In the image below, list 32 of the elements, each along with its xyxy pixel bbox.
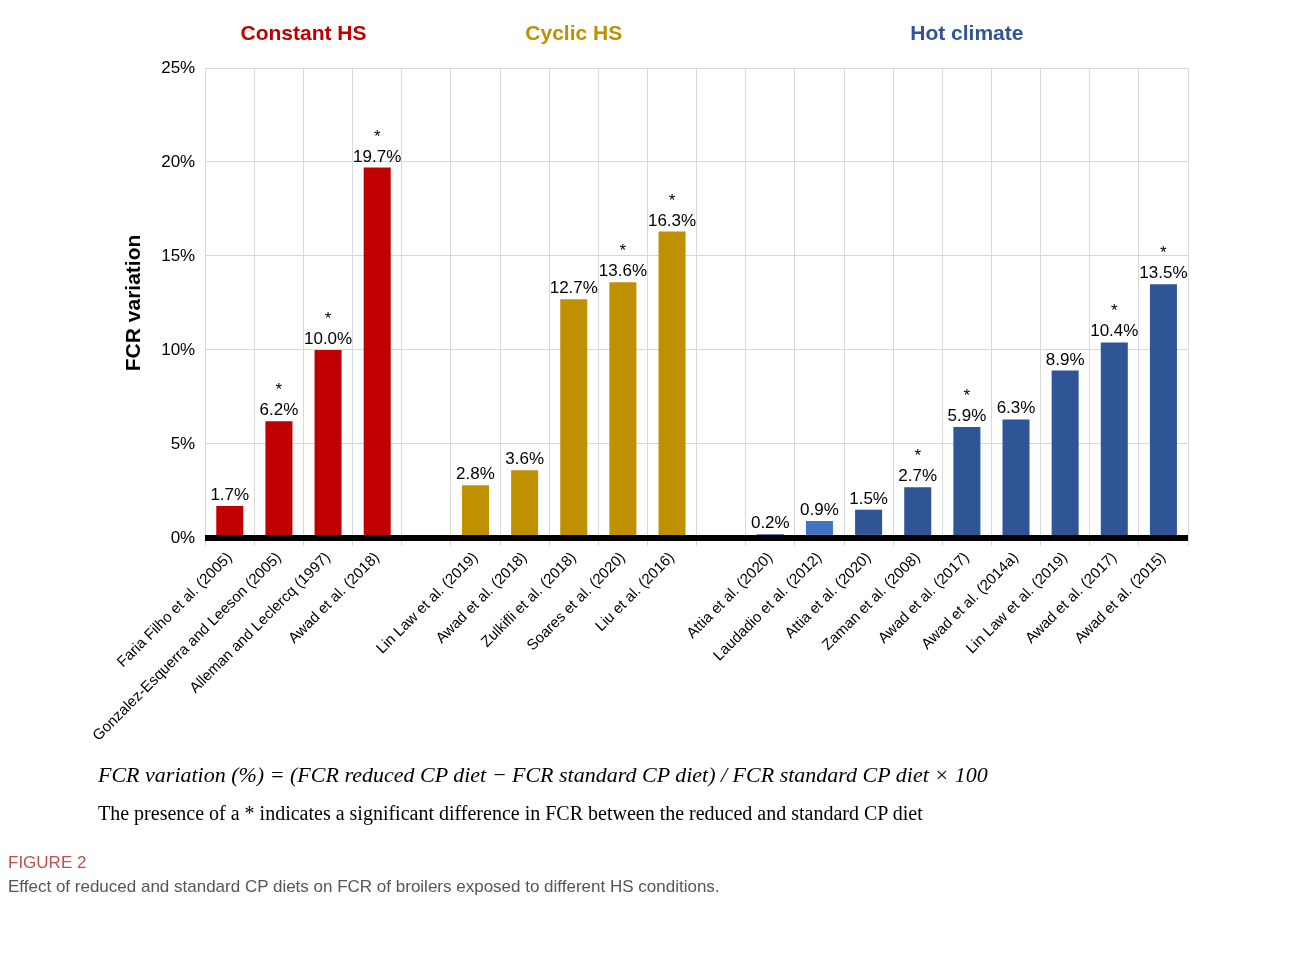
y-tick-label: 0% bbox=[170, 527, 196, 547]
data-label: 12.7% bbox=[549, 278, 598, 298]
y-tick-label: 5% bbox=[170, 433, 196, 453]
y-tick-label: 10% bbox=[161, 339, 196, 359]
data-label: * 10.0% bbox=[303, 308, 353, 348]
data-label: * 19.7% bbox=[353, 126, 402, 166]
data-label: * 2.7% bbox=[898, 446, 938, 486]
y-tick-label: 25% bbox=[161, 57, 196, 77]
data-label: 1.7% bbox=[210, 484, 250, 504]
text: Effect of reduced and standard CP diets on FCR of broilers exposed to different HS conditions. bbox=[8, 877, 721, 897]
text: The presence of a * indicates a significant difference in FCR between the reduced and standard CP diet bbox=[98, 802, 924, 825]
text: FCR variation (%) = (FCR reduced CP diet − FCR standard CP diet) / FCR standard CP diet × 100 bbox=[98, 762, 989, 788]
data-label: * 5.9% bbox=[947, 386, 987, 425]
data-label: * 10.4% bbox=[1090, 301, 1139, 341]
text: Constant HS bbox=[240, 21, 367, 44]
data-label: 8.9% bbox=[1045, 349, 1085, 369]
data-label: 6.3% bbox=[996, 398, 1036, 418]
data-label: 2.8% bbox=[456, 464, 495, 484]
data-label: 1.5% bbox=[849, 488, 888, 508]
text: FIGURE 2 bbox=[8, 853, 88, 873]
data-label: 0.2% bbox=[750, 513, 790, 533]
text: Cyclic HS bbox=[525, 21, 623, 44]
data-label: * 16.3% bbox=[647, 190, 697, 230]
data-label: * 6.2% bbox=[259, 380, 299, 420]
y-axis-title: FCR variation bbox=[121, 234, 145, 372]
data-label: 0.9% bbox=[800, 499, 839, 519]
y-tick-label: 20% bbox=[161, 151, 196, 171]
data-label: * 13.5% bbox=[1139, 243, 1188, 283]
y-tick-label: 15% bbox=[161, 245, 196, 265]
text: Hot climate bbox=[910, 21, 1024, 44]
data-label: * 13.6% bbox=[598, 241, 648, 281]
data-label: 3.6% bbox=[505, 449, 544, 469]
